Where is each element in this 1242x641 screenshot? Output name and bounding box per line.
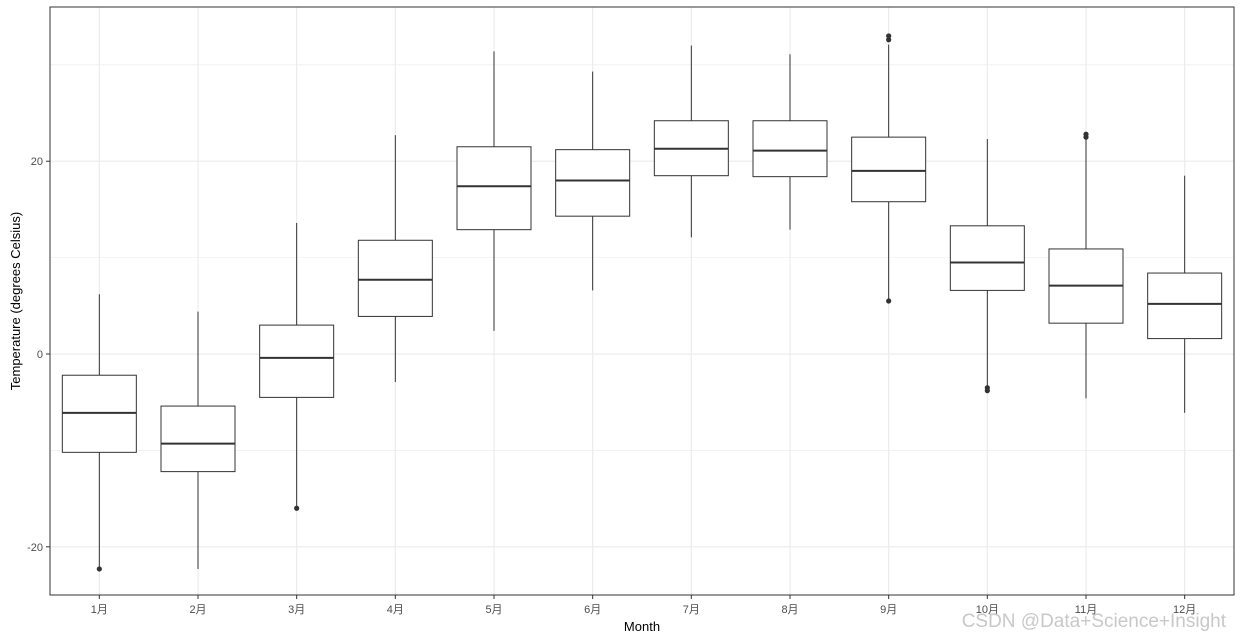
x-tick-label: 8月 (781, 604, 798, 616)
watermark: CSDN @Data+Science+Insight (961, 611, 1226, 632)
panel-border (49, 6, 1235, 596)
box-3 (259, 222, 335, 511)
iqr-box (752, 120, 828, 178)
x-tick-label: 2月 (189, 604, 206, 616)
outlier-point (96, 566, 102, 572)
box-12 (1147, 175, 1223, 413)
x-tick-label: 10月 (976, 604, 999, 616)
x-tick-label: 5月 (485, 604, 502, 616)
y-tick-label: 20 (31, 156, 43, 168)
y-tick-label: 0 (37, 349, 43, 361)
box-6 (555, 71, 631, 291)
x-axis-title: Month (624, 619, 660, 634)
box-5 (456, 51, 532, 331)
x-tick-label: 3月 (288, 604, 305, 616)
outlier-point (886, 298, 892, 304)
iqr-box (259, 324, 335, 398)
iqr-box (555, 149, 631, 217)
x-tick-label: 11月 (1075, 604, 1097, 616)
x-tick-label: 1月 (91, 604, 108, 616)
x-tick-label: 4月 (387, 604, 404, 616)
iqr-box (851, 136, 927, 203)
iqr-box (357, 239, 433, 317)
y-axis-title: Temperature (degrees Celsius) (8, 212, 23, 390)
y-tick-label: -20 (27, 542, 43, 554)
axes: -20 0 20 1月 2月 3月 4月 5月 6月 7月 8月 9月 10月 11月 12月 (27, 156, 1196, 616)
x-tick-label: 9月 (880, 604, 897, 616)
boxes (61, 33, 1223, 572)
box-2 (160, 311, 236, 569)
box-4 (357, 135, 433, 382)
box-9 (851, 33, 927, 304)
box-11 (1048, 131, 1124, 399)
box-8 (752, 54, 828, 230)
outlier-point (984, 388, 990, 394)
x-tick-label: 7月 (683, 604, 700, 616)
box-7 (653, 45, 729, 238)
outlier-point (886, 33, 892, 39)
iqr-box (949, 225, 1025, 291)
iqr-box (456, 146, 532, 231)
outlier-point (1083, 131, 1089, 137)
outlier-point (294, 505, 300, 511)
outlier-point (886, 37, 892, 43)
iqr-box (160, 405, 236, 473)
box-1 (61, 294, 137, 572)
iqr-box (1147, 272, 1223, 340)
x-tick-label: 12月 (1173, 604, 1196, 616)
x-tick-label: 6月 (584, 604, 601, 616)
box-10 (949, 139, 1025, 394)
